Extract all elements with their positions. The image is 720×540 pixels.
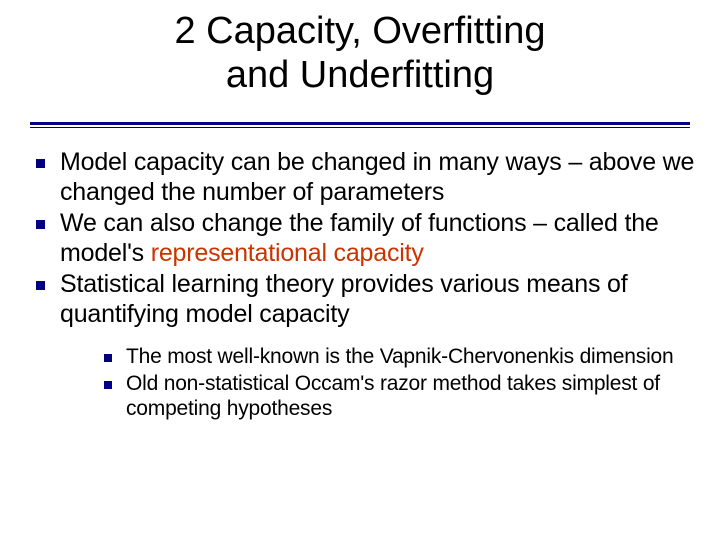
divider-thin xyxy=(30,127,690,128)
sub-bullet-list: The most well-known is the Vapnik-Chervo… xyxy=(98,345,708,421)
title-line-2: and Underfitting xyxy=(226,54,494,96)
divider-thick xyxy=(30,122,690,125)
list-item: Old non-statistical Occam's razor method… xyxy=(98,372,708,422)
list-item: We can also change the family of functio… xyxy=(30,209,708,268)
list-item: The most well-known is the Vapnik-Chervo… xyxy=(98,345,708,370)
slide: 2 Capacity, Overfitting and Underfitting… xyxy=(0,0,720,540)
bullet-list: Model capacity can be changed in many wa… xyxy=(30,148,708,421)
list-item-highlight: representational capacity xyxy=(151,239,424,267)
list-item: Model capacity can be changed in many wa… xyxy=(30,148,708,207)
title-line-1: 2 Capacity, Overfitting xyxy=(174,10,545,52)
list-item-text: Statistical learning theory provides var… xyxy=(60,270,627,328)
list-item-text: Old non-statistical Occam's razor method… xyxy=(126,372,660,420)
list-item: Statistical learning theory provides var… xyxy=(30,270,708,421)
slide-body: Model capacity can be changed in many wa… xyxy=(30,148,708,423)
list-item-text: The most well-known is the Vapnik-Chervo… xyxy=(126,345,674,368)
list-item-text: Model capacity can be changed in many wa… xyxy=(60,148,694,206)
slide-title: 2 Capacity, Overfitting and Underfitting xyxy=(0,10,720,97)
